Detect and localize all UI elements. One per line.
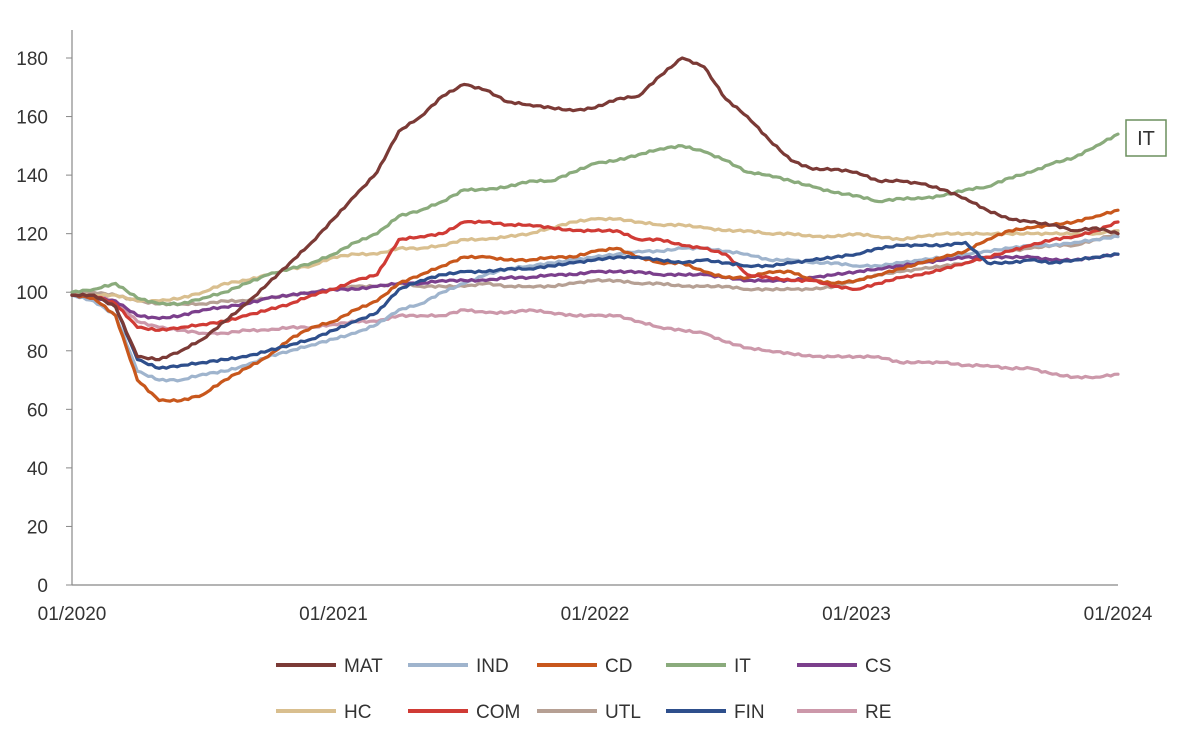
legend-item-utl: UTL: [537, 702, 641, 723]
series-line-utl: [70, 232, 1120, 307]
y-tick-label: 40: [27, 459, 48, 480]
legend-label: IT: [734, 656, 751, 677]
legend-item-hc: HC: [276, 702, 371, 723]
series-line-cd: [70, 208, 1120, 403]
it-end-label-box: [1125, 119, 1167, 157]
legend-label: CD: [605, 656, 632, 677]
legend-label: HC: [344, 702, 371, 723]
series-line-re: [70, 292, 1120, 380]
legend-item-fin: FIN: [666, 702, 765, 723]
legend-item-re: RE: [797, 702, 891, 723]
series-line-fin: [70, 240, 1120, 370]
x-tick-label: 01/2022: [561, 604, 630, 625]
x-tick-label: 01/2020: [38, 604, 107, 625]
legend-label: MAT: [344, 656, 383, 677]
y-tick-label: 120: [16, 225, 48, 246]
legend-item-cs: CS: [797, 656, 891, 677]
series-line-hc: [70, 216, 1120, 304]
legend-label: IND: [476, 656, 509, 677]
legend-item-ind: IND: [408, 656, 509, 677]
series-lines: [70, 56, 1120, 403]
y-tick-label: 0: [37, 576, 48, 597]
series-line-it: [70, 132, 1120, 307]
y-tick-label: 180: [16, 49, 48, 70]
x-axis-ticks: 01/2020 01/2021 01/2022 01/2023 01/2024: [38, 604, 1153, 625]
legend-label: RE: [865, 702, 891, 723]
legend-label: UTL: [605, 702, 641, 723]
y-tick-label: 140: [16, 166, 48, 187]
y-axis-ticks: 0 20 40 60 80 100 120 140 160 180: [16, 49, 72, 597]
y-tick-label: 80: [27, 342, 48, 363]
legend-item-com: COM: [408, 702, 520, 723]
y-tick-label: 20: [27, 517, 48, 538]
it-end-label-text: IT: [1137, 128, 1155, 150]
legend-label: FIN: [734, 702, 765, 723]
it-end-label: IT: [1125, 119, 1167, 157]
series-line-com: [70, 219, 1120, 332]
chart-legend: MAT IND CD IT CS HC COM UTL FIN RE: [276, 656, 891, 723]
legend-item-it: IT: [666, 656, 751, 677]
legend-label: CS: [865, 656, 891, 677]
legend-label: COM: [476, 702, 520, 723]
x-tick-label: 01/2024: [1084, 604, 1153, 625]
y-tick-label: 160: [16, 108, 48, 129]
y-tick-label: 100: [16, 283, 48, 304]
y-tick-label: 60: [27, 400, 48, 421]
x-tick-label: 01/2023: [822, 604, 891, 625]
legend-item-cd: CD: [537, 656, 632, 677]
series-line-mat: [70, 56, 1120, 362]
x-tick-label: 01/2021: [299, 604, 368, 625]
legend-item-mat: MAT: [276, 656, 383, 677]
